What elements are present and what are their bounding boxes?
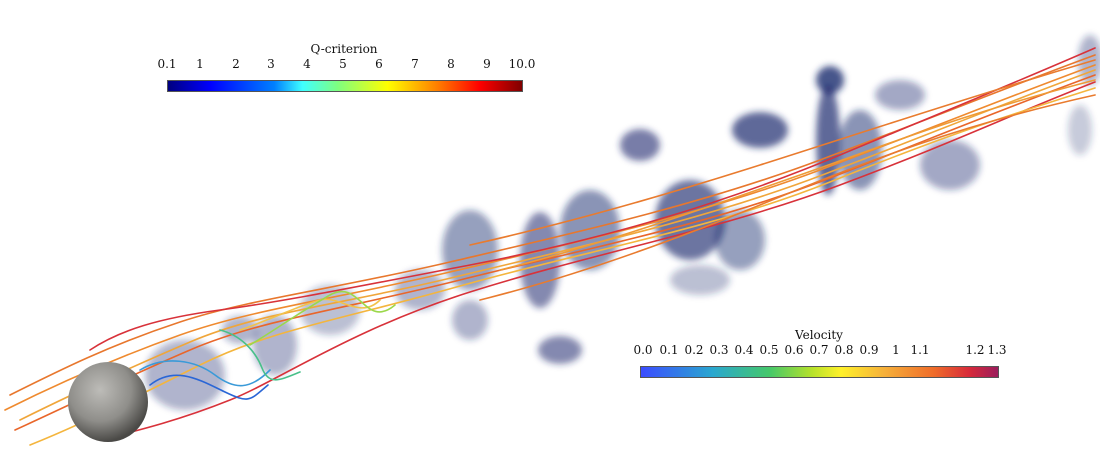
velocity-tick-label: 0.3 (709, 343, 729, 357)
vortex-blob (253, 315, 297, 375)
q-criterion-tick-label: 7 (411, 57, 419, 71)
q-criterion-tick-label: 9 (483, 57, 491, 71)
streamline (139, 360, 271, 387)
vortex-blob (875, 80, 925, 110)
velocity-tick-label: 0.1 (659, 343, 679, 357)
streamline (149, 374, 269, 400)
streamline (29, 87, 1096, 446)
velocity-tick-label: 1 (892, 343, 900, 357)
vortex-blob (620, 129, 660, 161)
vortex-blob (145, 340, 225, 410)
vortex-blob (1068, 105, 1092, 155)
streamline (479, 94, 1096, 301)
q-criterion-tick-label: 5 (339, 57, 347, 71)
q-criterion-tick-label: 8 (447, 57, 455, 71)
vortex-blob (670, 265, 730, 295)
q-criterion-legend-title: Q-criterion (310, 42, 378, 56)
velocity-tick-label: 1.2 (965, 343, 985, 357)
streamline (99, 81, 1096, 441)
vortex-blob (715, 210, 765, 270)
vortex-blob (920, 140, 980, 190)
q-criterion-tick-label: 3 (267, 57, 275, 71)
vortex-blob (538, 336, 582, 364)
streamline (219, 329, 301, 381)
q-criterion-tick-label: 0.1 (157, 57, 177, 71)
q-criterion-tick-label: 1 (196, 57, 204, 71)
streamlines (4, 47, 1096, 446)
streamline (499, 79, 1096, 271)
vortex-blob (732, 112, 788, 148)
velocity-tick-label: 0.8 (834, 343, 854, 357)
streamline (469, 59, 1096, 246)
streamline (89, 47, 1096, 351)
velocity-tick-label: 0.2 (684, 343, 704, 357)
q-criterion-tick-label: 10.0 (508, 57, 536, 71)
streamline (19, 69, 1096, 421)
sphere (68, 362, 148, 442)
velocity-tick-label: 0.5 (759, 343, 779, 357)
velocity-tick-label: 0.7 (809, 343, 829, 357)
q-criterion-tick-label: 6 (375, 57, 383, 71)
q-criterion-tick-label: 2 (232, 57, 240, 71)
velocity-tick-label: 1.3 (987, 343, 1007, 357)
velocity-tick-label: 0.4 (734, 343, 754, 357)
streamline (14, 74, 1096, 431)
vortex-blob (452, 300, 488, 340)
q-criterion-colorbar (167, 80, 523, 92)
velocity-legend-title: Velocity (795, 328, 843, 342)
velocity-tick-label: 0.0 (633, 343, 653, 357)
vortex-blob (816, 66, 844, 94)
velocity-tick-label: 0.6 (784, 343, 804, 357)
velocity-tick-label: 1.1 (910, 343, 930, 357)
velocity-tick-label: 0.9 (859, 343, 879, 357)
q-criterion-tick-label: 4 (303, 57, 311, 71)
velocity-colorbar (640, 366, 999, 378)
streamline (249, 290, 396, 346)
